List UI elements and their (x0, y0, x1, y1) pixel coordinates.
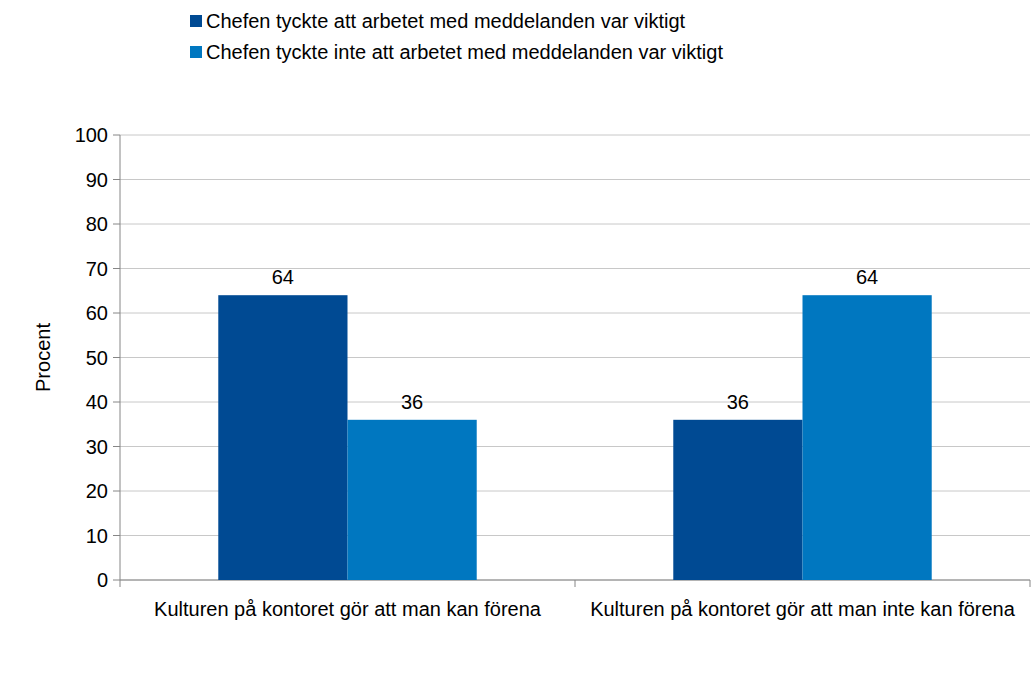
bar (218, 295, 347, 580)
y-tick (113, 268, 120, 269)
bars (218, 295, 931, 580)
data-label: 64 (272, 266, 294, 288)
x-tick (1030, 580, 1031, 587)
x-tick-label: Kulturen på kontoret gör att man inte ka… (590, 598, 1016, 620)
legend-swatch (190, 46, 202, 58)
y-tick-label: 60 (86, 302, 108, 324)
y-tick-label: 50 (86, 347, 108, 369)
y-tick (113, 135, 120, 136)
bar (803, 295, 932, 580)
x-tick (120, 580, 121, 587)
y-tick (113, 491, 120, 492)
y-tick (113, 535, 120, 536)
y-tick (113, 224, 120, 225)
data-label: 64 (856, 266, 878, 288)
y-tick (113, 402, 120, 403)
bar (348, 420, 477, 580)
grid-line (120, 179, 1030, 180)
grid-line (120, 268, 1030, 269)
y-tick-label: 20 (86, 480, 108, 502)
y-tick-label: 100 (75, 124, 108, 146)
y-tick-label: 0 (97, 569, 108, 591)
legend-label: Chefen tyckte att arbetet med meddelande… (206, 10, 686, 32)
y-tick-label: 70 (86, 258, 108, 280)
chart: 0 10 20 30 40 50 60 70 80 90 100 Procent 64 36 36 64 Kul… (0, 0, 1031, 677)
y-tick-label: 80 (86, 213, 108, 235)
legend-swatch (190, 15, 202, 27)
y-axis-label: Procent (32, 323, 54, 392)
legend-label: Chefen tyckte inte att arbetet med medde… (206, 41, 723, 63)
y-tick-label: 30 (86, 436, 108, 458)
y-tick (113, 580, 120, 581)
y-tick (113, 179, 120, 180)
data-label: 36 (727, 391, 749, 413)
y-tick-label: 40 (86, 391, 108, 413)
x-tick-label: Kulturen på kontoret gör att man kan för… (154, 598, 542, 620)
y-tick-label: 90 (86, 169, 108, 191)
y-axis (120, 135, 121, 580)
y-tick (113, 313, 120, 314)
grid-line (120, 135, 1030, 136)
grid-line (120, 224, 1030, 225)
bar (673, 420, 802, 580)
x-tick (575, 580, 576, 587)
y-tick (113, 357, 120, 358)
data-label: 36 (401, 391, 423, 413)
y-tick (113, 446, 120, 447)
y-tick-label: 10 (86, 525, 108, 547)
